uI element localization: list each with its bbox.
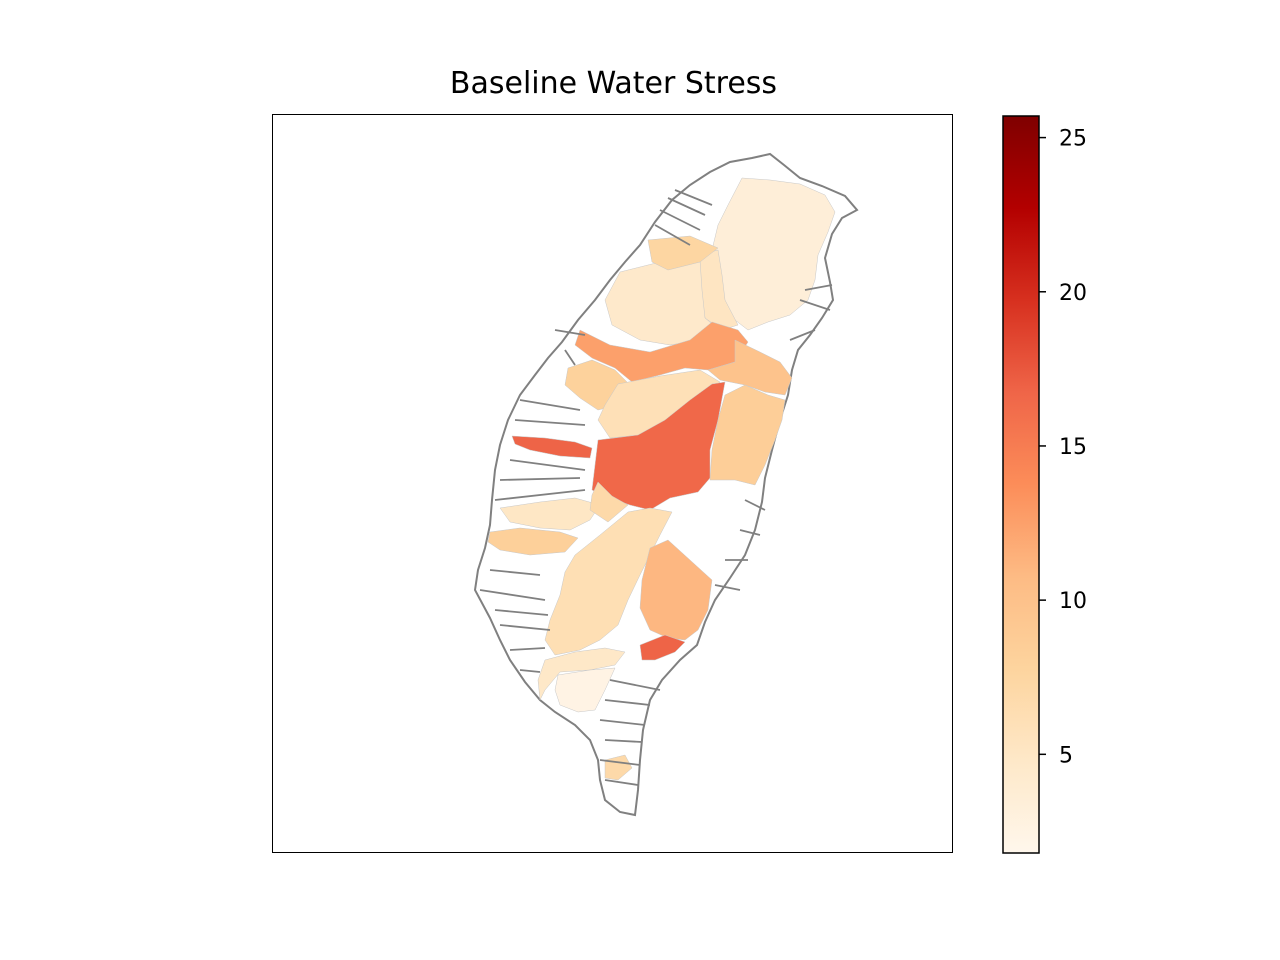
basin-changhua-strip bbox=[511, 435, 593, 459]
basin-chiayi-west bbox=[499, 497, 601, 531]
colorbar-tick-label: 10 bbox=[1059, 589, 1087, 614]
map-frame bbox=[272, 114, 953, 853]
basin-kaohsiung-east bbox=[639, 539, 713, 641]
basin-hsinchu-upper bbox=[647, 235, 719, 271]
colorbar-tick-label: 5 bbox=[1059, 743, 1073, 768]
colorbar-tick-label: 20 bbox=[1059, 281, 1087, 306]
basin-chiayi-east bbox=[589, 481, 629, 523]
basin-pingtung-coast bbox=[554, 667, 616, 713]
basin-miaoli-east bbox=[707, 339, 793, 396]
basin-hualien-north bbox=[709, 384, 786, 486]
basin-kaohsiung-south-hot bbox=[639, 634, 686, 661]
map-title: Baseline Water Stress bbox=[449, 66, 778, 101]
colorbar bbox=[1002, 115, 1040, 854]
basin-tainan-north bbox=[544, 507, 673, 656]
basin-boundaries bbox=[479, 189, 833, 786]
colorbar-tick-label: 25 bbox=[1059, 127, 1087, 152]
colorbar-tick-label: 15 bbox=[1059, 435, 1087, 460]
basin-chiayi-coast bbox=[487, 527, 579, 556]
